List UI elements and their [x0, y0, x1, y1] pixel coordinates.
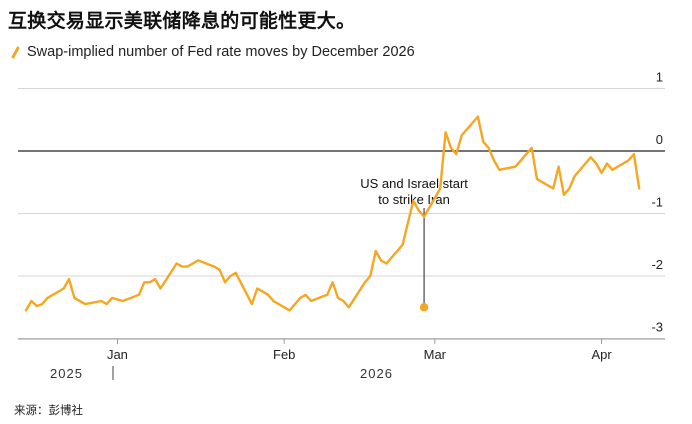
x-tick-label: Apr — [591, 347, 612, 362]
x-axis: Jan Feb Mar Apr 2025 2026 — [18, 338, 665, 381]
annotation-marker — [419, 303, 429, 312]
annotation-text: to strike Iran — [378, 192, 450, 207]
x-tick-label: Feb — [273, 347, 295, 362]
y-tick-label: 1 — [656, 70, 663, 85]
series-line — [24, 115, 641, 312]
annotation-text: US and Israel start — [360, 176, 468, 191]
series-layer — [24, 115, 641, 312]
chart-title: 互换交易显示美联储降息的可能性更大。 — [8, 10, 356, 32]
y-tick-label: 0 — [656, 132, 663, 147]
year-label: 2026 — [360, 366, 393, 381]
source-note: 来源：彭博社 — [14, 403, 83, 417]
year-label: 2025 — [50, 366, 83, 381]
x-tick-label: Mar — [424, 347, 447, 362]
legend: Swap-implied number of Fed rate moves by… — [11, 43, 415, 61]
y-tick-label: -1 — [651, 195, 663, 210]
legend-label: Swap-implied number of Fed rate moves by… — [27, 44, 415, 60]
y-axis-tick-labels: 1 0 -1 -2 -3 — [651, 70, 663, 335]
x-tick-label: Jan — [107, 347, 128, 362]
y-tick-label: -2 — [651, 257, 663, 272]
y-tick-label: -3 — [651, 320, 663, 335]
line-chart: 1 0 -1 -2 -3 Jan Feb Mar Apr 2025 2026 US and Isr… — [18, 70, 665, 381]
